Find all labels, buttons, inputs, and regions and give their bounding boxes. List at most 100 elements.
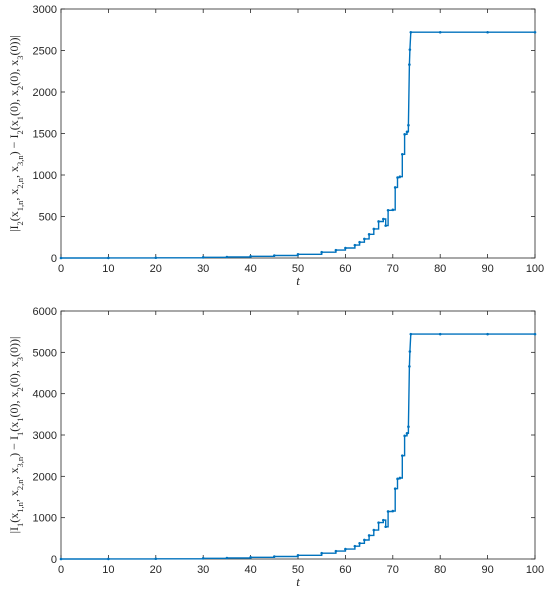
data-point: [201, 557, 205, 560]
y-tick-label: 2500: [33, 46, 57, 58]
axes-box: [60, 8, 536, 259]
data-point: [296, 553, 300, 557]
data-point: [107, 256, 110, 260]
data-point: [403, 133, 406, 136]
data-point: [273, 555, 276, 558]
data-point: [377, 220, 380, 223]
data-point: [353, 243, 357, 247]
data-point: [391, 509, 395, 513]
y-tick-label: 1000: [33, 170, 57, 182]
x-tick-label: 60: [339, 564, 351, 576]
data-point: [407, 123, 410, 127]
data-point: [353, 544, 357, 548]
data-point: [382, 217, 385, 221]
data-point: [398, 476, 402, 480]
x-tick-label: 100: [526, 564, 544, 576]
x-tick-label: 40: [244, 564, 256, 576]
y-tick-label: 4000: [33, 389, 57, 401]
chart-panel-1: 0 10 20 30 40 50 60 70 80 90 100050010001500200025…: [7, 4, 544, 288]
data-point: [407, 425, 410, 429]
x-tick-label: 30: [197, 564, 209, 576]
data-point: [367, 534, 371, 537]
data-point: [201, 256, 205, 259]
data-point: [408, 365, 411, 368]
data-point: [386, 510, 390, 513]
y-tick-label: 2000: [33, 471, 57, 483]
data-point: [154, 256, 158, 260]
data-point: [403, 434, 406, 438]
data-point: [296, 252, 300, 256]
data-point: [409, 30, 413, 34]
data-point: [400, 454, 404, 457]
data-point: [405, 130, 409, 134]
x-tick-label: 20: [150, 263, 162, 275]
data-point: [358, 240, 361, 244]
data-point: [334, 549, 338, 553]
data-point: [249, 255, 252, 258]
x-tick-label: 0: [58, 263, 64, 275]
x-tick-label: 90: [481, 263, 493, 275]
data-point: [372, 528, 376, 532]
data-point: [396, 176, 399, 179]
data-point: [393, 186, 397, 189]
data-point: [438, 30, 442, 34]
x-axis-label: t: [296, 273, 300, 288]
data-point: [408, 350, 412, 353]
x-tick-label: 10: [102, 263, 114, 275]
data-point: [59, 557, 63, 561]
data-point: [486, 332, 489, 336]
data-point: [320, 551, 324, 555]
data-point: [533, 332, 537, 336]
data-point: [273, 254, 276, 257]
y-tick-label: 3000: [33, 430, 57, 442]
data-point: [358, 541, 361, 545]
x-tick-label: 40: [244, 263, 256, 275]
data-point: [225, 556, 229, 560]
data-point: [363, 237, 366, 241]
data-point: [59, 256, 63, 260]
data-point: [533, 30, 537, 34]
data-point: [363, 538, 366, 542]
data-point: [320, 250, 324, 254]
x-tick-label: 100: [526, 263, 544, 275]
data-point: [225, 255, 229, 259]
data-point: [486, 30, 489, 34]
axes-box: [60, 310, 536, 560]
y-tick-label: 2000: [33, 87, 57, 99]
data-point: [382, 518, 385, 522]
x-tick-label: 80: [434, 564, 446, 576]
data-point: [344, 547, 347, 551]
data-point: [384, 224, 387, 227]
x-tick-label: 60: [339, 263, 351, 275]
y-tick-label: 0: [51, 253, 57, 265]
y-tick-label: 1500: [33, 129, 57, 141]
data-point: [391, 208, 395, 212]
data-point: [154, 557, 158, 561]
x-tick-label: 30: [197, 263, 209, 275]
x-tick-label: 50: [292, 564, 304, 576]
data-point: [386, 208, 390, 212]
data-point: [438, 332, 442, 336]
x-tick-label: 20: [150, 564, 162, 576]
data-point: [408, 48, 412, 51]
y-axis-label: |I1(x1,n, x2,n, x3,n) − I1(x1(0), x2(0),…: [7, 337, 25, 534]
data-point: [398, 175, 402, 178]
chart-panel-2: 0 10 20 30 40 50 60 70 80 90 100010002000300040005…: [7, 306, 544, 589]
data-point: [405, 432, 409, 435]
data-point: [367, 233, 371, 236]
data-point: [377, 521, 380, 524]
y-tick-label: 1000: [33, 513, 57, 525]
x-tick-label: 10: [102, 564, 114, 576]
data-point: [409, 332, 413, 336]
y-tick-label: 5000: [33, 347, 57, 359]
data-point: [334, 248, 338, 252]
data-point: [396, 477, 399, 481]
data-point: [372, 227, 376, 231]
x-tick-label: 90: [481, 564, 493, 576]
data-point: [344, 246, 347, 250]
data-point: [249, 556, 252, 559]
data-point: [400, 152, 404, 156]
x-tick-label: 0: [58, 564, 64, 576]
data-point: [408, 63, 411, 66]
